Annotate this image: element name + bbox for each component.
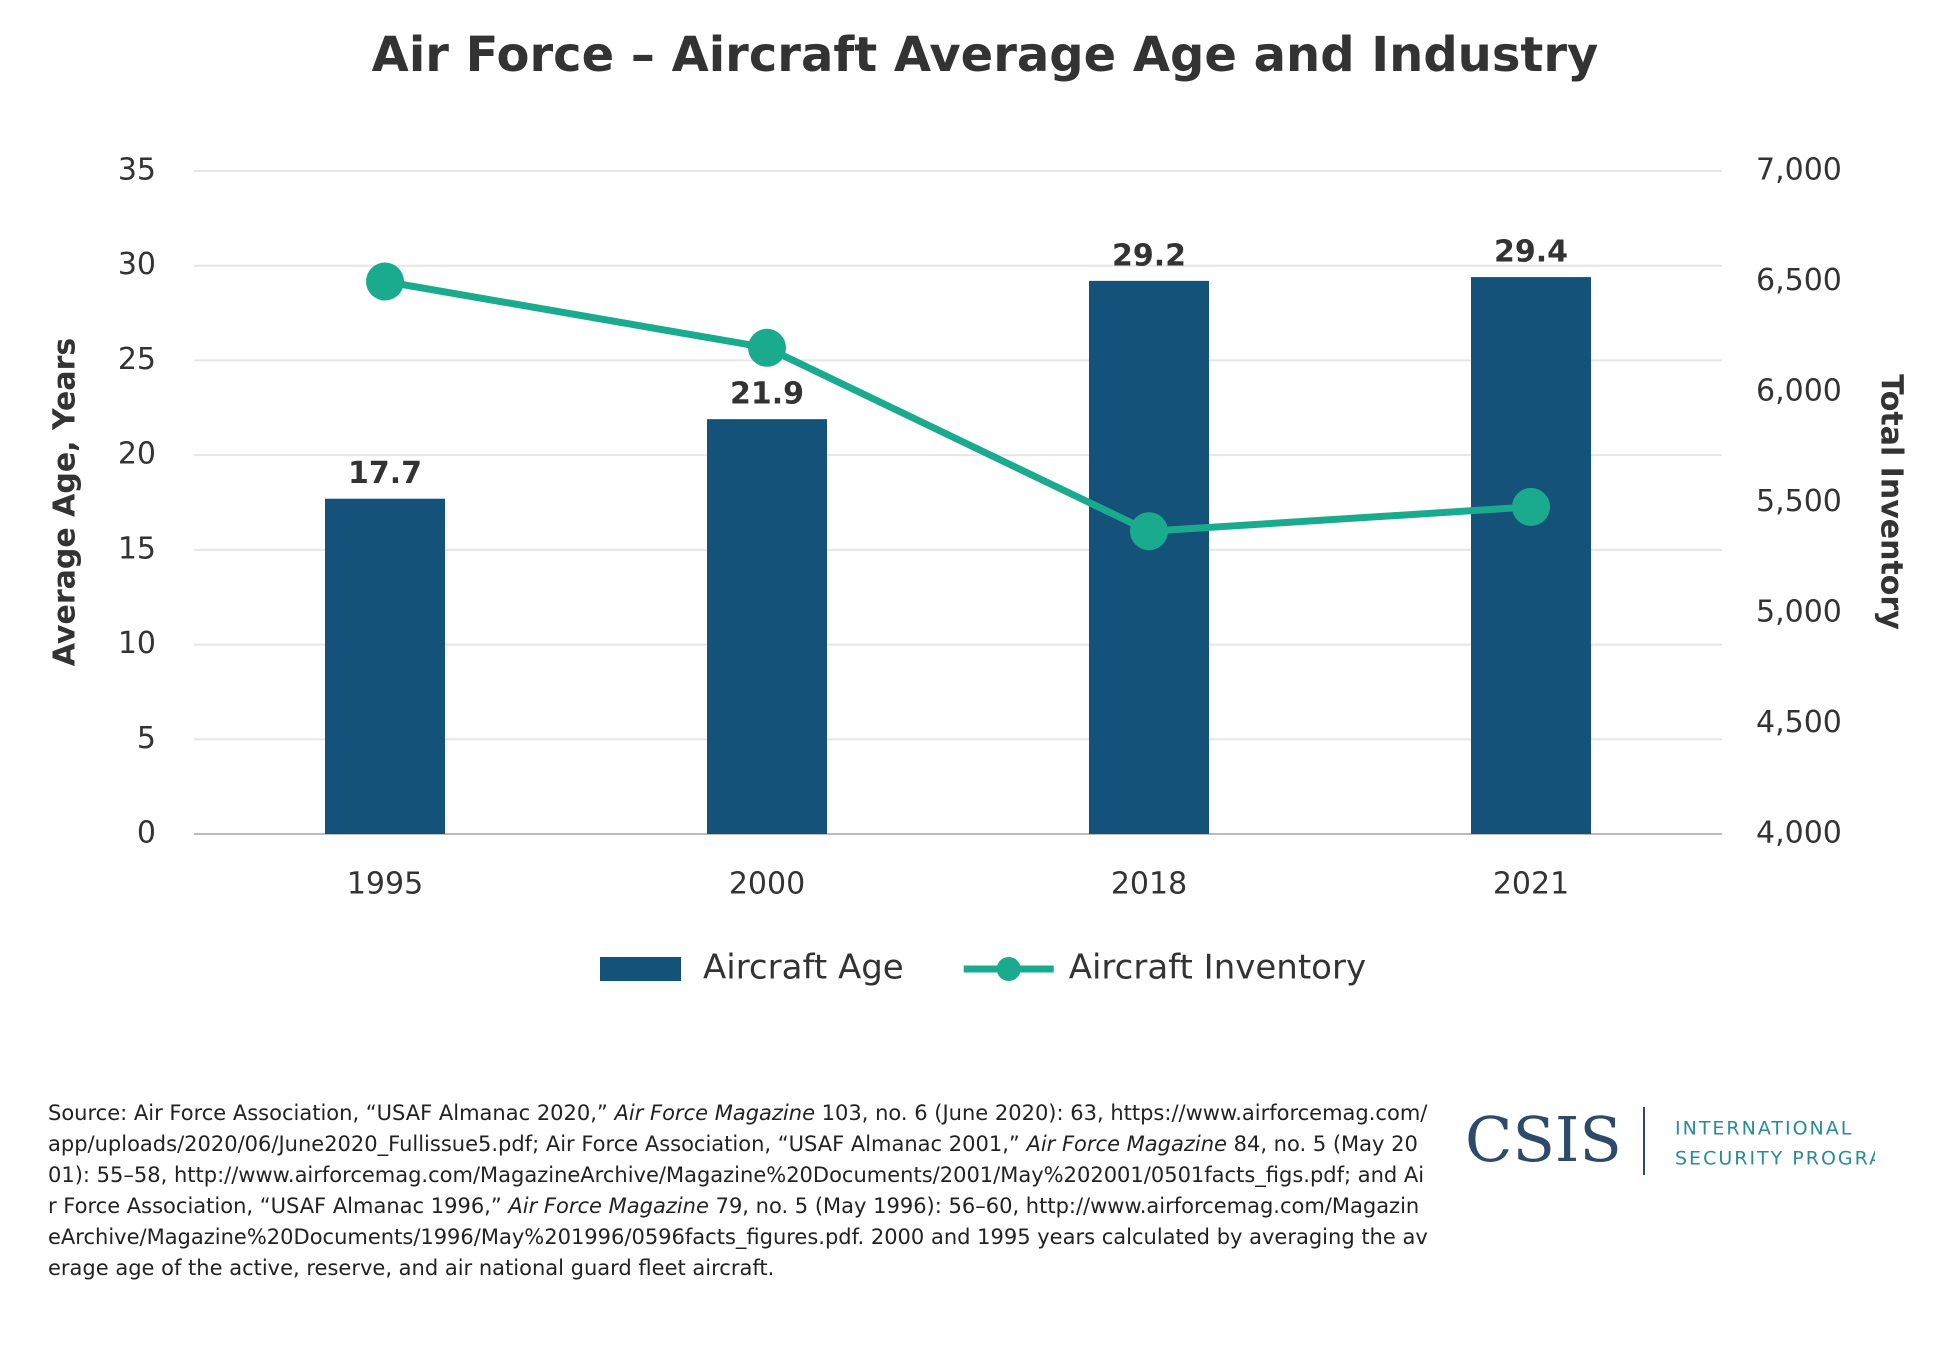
data-label: 17.7 bbox=[348, 456, 422, 491]
y2-tick-label: 4,500 bbox=[1756, 705, 1842, 740]
data-label: 29.2 bbox=[1112, 238, 1186, 273]
source-text: Source: Air Force Association, “USAF Alm… bbox=[48, 1101, 615, 1125]
source-note: Source: Air Force Association, “USAF Alm… bbox=[48, 1098, 1428, 1284]
legend-swatch bbox=[996, 957, 1021, 981]
y-tick-label: 30 bbox=[118, 247, 156, 282]
y2-tick-label: 5,000 bbox=[1756, 595, 1842, 630]
y2-tick-label: 5,500 bbox=[1756, 484, 1842, 519]
y-tick-label: 0 bbox=[137, 816, 156, 851]
line bbox=[384, 278, 1532, 535]
line-point bbox=[748, 328, 786, 367]
legend-label: Aircraft Age bbox=[703, 948, 904, 988]
y-tick-label: 15 bbox=[118, 531, 156, 566]
y2-tick-label: 6,500 bbox=[1756, 263, 1842, 298]
data-label: 21.9 bbox=[730, 377, 804, 412]
legend-swatch bbox=[600, 957, 681, 981]
y2-tick-label: 6,000 bbox=[1756, 374, 1842, 409]
chart-title: Air Force – Aircraft Average Age and Ind… bbox=[372, 27, 1599, 83]
logo-line: INTERNATIONAL bbox=[1675, 1118, 1853, 1140]
source-text: 84, no. 5 (May 2001): 55–58, http://www.… bbox=[48, 1132, 1425, 1218]
bar bbox=[707, 419, 827, 834]
x-tick-label: 2021 bbox=[1493, 867, 1569, 902]
bar bbox=[1089, 280, 1209, 835]
y2-tick-label: 4,000 bbox=[1756, 816, 1842, 851]
bar bbox=[1471, 277, 1591, 835]
logo-line: SECURITY PROGRAM bbox=[1675, 1148, 1875, 1170]
line-point bbox=[1512, 487, 1550, 526]
logo-name: CSIS bbox=[1465, 1103, 1622, 1176]
source-text: 79, no. 5 (May 1996): 56–60, http://www.… bbox=[48, 1194, 1428, 1280]
source-text: 103, no. 6 (June 2020): 63, https://www.… bbox=[48, 1101, 1428, 1156]
line-point bbox=[1130, 512, 1168, 551]
x-tick-label: 1995 bbox=[347, 867, 423, 902]
bar bbox=[325, 498, 445, 834]
y-tick-label: 35 bbox=[118, 153, 156, 188]
source-text: Air Force Magazine bbox=[614, 1101, 815, 1125]
y-tick-label: 10 bbox=[118, 626, 156, 661]
data-label: 29.4 bbox=[1494, 235, 1568, 270]
source-text: Air Force Magazine bbox=[1026, 1132, 1227, 1156]
x-tick-label: 2018 bbox=[1111, 867, 1187, 902]
source-text: Air Force Magazine bbox=[508, 1194, 709, 1218]
y2-axis-title: Total Inventory bbox=[1874, 374, 1909, 630]
y-tick-label: 25 bbox=[118, 342, 156, 377]
chart: Air Force – Aircraft Average Age and Ind… bbox=[48, 27, 1909, 988]
x-tick-label: 2000 bbox=[729, 867, 805, 902]
y-tick-label: 5 bbox=[137, 721, 156, 756]
line-point bbox=[366, 262, 404, 301]
y2-tick-label: 7,000 bbox=[1756, 153, 1842, 188]
y-tick-label: 20 bbox=[118, 437, 156, 472]
legend-label: Aircraft Inventory bbox=[1069, 948, 1366, 988]
y-axis-title: Average Age, Years bbox=[48, 338, 83, 666]
logo: CSIS INTERNATIONAL SECURITY PROGRAM bbox=[1465, 1103, 1875, 1176]
